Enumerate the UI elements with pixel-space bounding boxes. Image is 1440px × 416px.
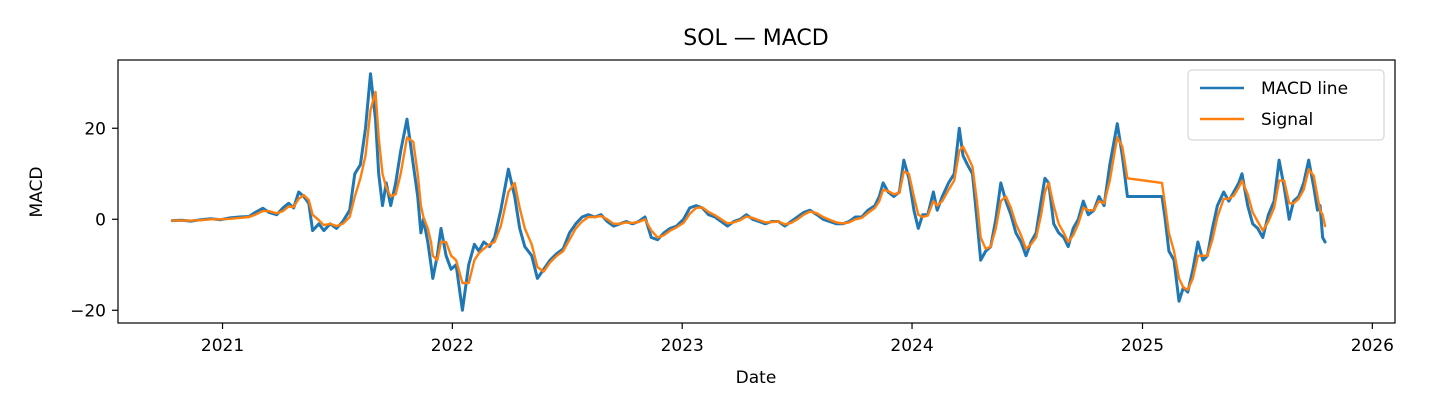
chart-title: SOL — MACD [683, 26, 828, 51]
x-tick-label: 2024 [890, 336, 933, 356]
legend: MACD line Signal [1187, 69, 1385, 141]
x-tick-label: 2025 [1121, 336, 1164, 356]
x-tick-label: 2026 [1351, 336, 1394, 356]
y-tick-label: 20 [84, 119, 106, 139]
plot-frame [117, 59, 1396, 324]
y-axis-ticks: −20 0 20 [70, 119, 118, 321]
x-tick-label: 2022 [431, 336, 474, 356]
y-axis-label: MACD [27, 167, 47, 218]
x-tick-label: 2021 [201, 336, 244, 356]
x-tick-label: 2023 [661, 336, 704, 356]
legend-label-macd: MACD line [1261, 79, 1348, 99]
legend-label-signal: Signal [1261, 110, 1313, 130]
x-axis-ticks: 2021 2022 2023 2024 2025 2026 [201, 323, 1394, 356]
signal-line-series [171, 90, 1327, 291]
y-tick-label: −20 [70, 301, 106, 321]
series-lines [170, 72, 1327, 312]
x-axis-label: Date [736, 368, 777, 388]
y-tick-label: 0 [95, 210, 106, 230]
macd-line-series [170, 72, 1327, 312]
